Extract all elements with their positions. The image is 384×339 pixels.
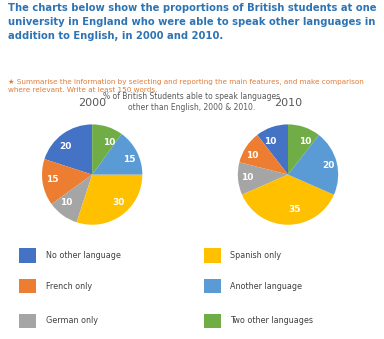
Wedge shape [45, 124, 92, 175]
Wedge shape [238, 162, 288, 195]
Wedge shape [257, 124, 288, 175]
Text: 15: 15 [46, 175, 58, 184]
Text: % of British Students able to speak languages
other than English, 2000 & 2010.: % of British Students able to speak lang… [103, 92, 281, 112]
Wedge shape [92, 134, 142, 175]
Wedge shape [92, 124, 122, 175]
Bar [19, 248, 36, 263]
Text: 10: 10 [246, 151, 258, 160]
Wedge shape [51, 175, 92, 222]
Text: German only: German only [46, 316, 98, 325]
Bar [19, 279, 36, 293]
Title: 2010: 2010 [274, 98, 302, 108]
Text: French only: French only [46, 282, 92, 291]
Text: 20: 20 [60, 142, 72, 152]
Text: Spanish only: Spanish only [230, 251, 281, 260]
Text: 15: 15 [122, 155, 135, 164]
Text: No other language: No other language [46, 251, 121, 260]
Text: 30: 30 [112, 198, 124, 207]
Text: ★ Summarise the information by selecting and reporting the main features, and ma: ★ Summarise the information by selecting… [8, 78, 363, 93]
Bar [204, 279, 221, 293]
Text: 10: 10 [60, 198, 72, 207]
Text: 10: 10 [241, 173, 253, 182]
Text: 10: 10 [300, 137, 312, 146]
Text: The charts below show the proportions of British students at one
university in E: The charts below show the proportions of… [8, 3, 376, 41]
Text: 35: 35 [288, 205, 301, 214]
Wedge shape [42, 159, 92, 204]
Title: 2000: 2000 [78, 98, 106, 108]
Wedge shape [239, 135, 288, 175]
Bar [204, 248, 221, 263]
Wedge shape [288, 124, 319, 175]
Bar [19, 314, 36, 328]
Wedge shape [288, 135, 338, 195]
Text: 10: 10 [103, 138, 115, 147]
Bar [204, 314, 221, 328]
Text: Two other languages: Two other languages [230, 316, 313, 325]
Text: 20: 20 [322, 161, 334, 171]
Text: 10: 10 [264, 137, 276, 146]
Text: Another language: Another language [230, 282, 303, 291]
Wedge shape [242, 175, 334, 225]
Wedge shape [77, 175, 142, 225]
